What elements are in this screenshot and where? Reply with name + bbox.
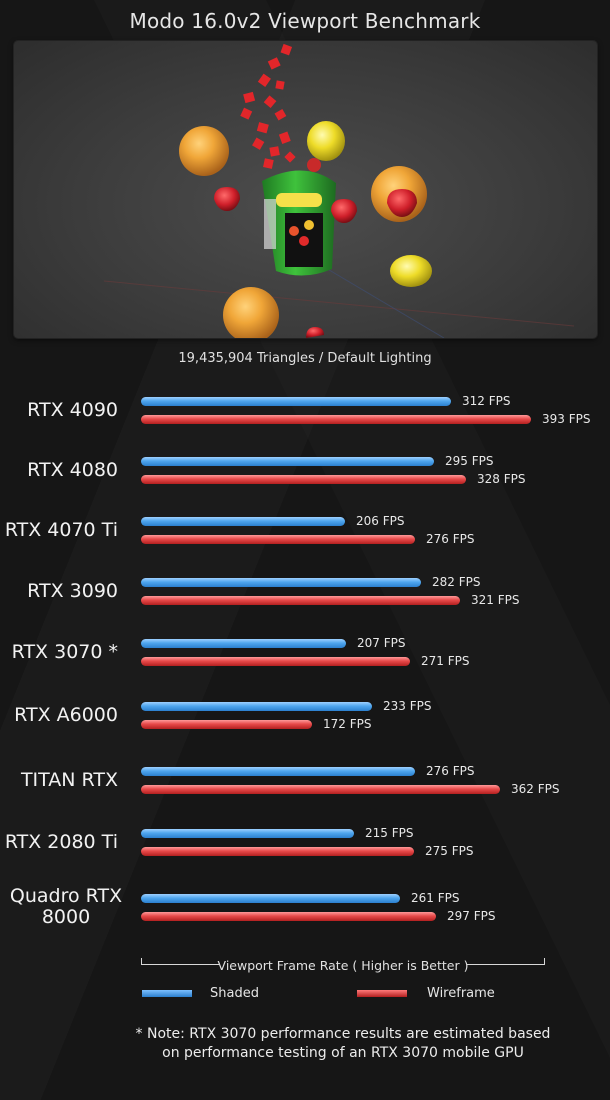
gpu-label: RTX A6000: [14, 704, 118, 726]
value-label-wireframe: 328 FPS: [477, 472, 526, 486]
fruit-scene-illustration: [103, 43, 575, 338]
bar-shaded: [141, 702, 372, 711]
bar-wireframe: [141, 415, 531, 424]
gpu-label: TITAN RTX: [20, 769, 118, 791]
axis-bracket-right-tick: [544, 958, 545, 965]
value-label-wireframe: 275 FPS: [425, 844, 474, 858]
chart-title: Modo 16.0v2 Viewport Benchmark: [129, 9, 481, 33]
legend-label-shaded: Shaded: [210, 986, 259, 1001]
gpu-label: Quadro RTX 8000: [9, 885, 123, 928]
axis-bracket-right: [467, 964, 545, 965]
value-label-shaded: 233 FPS: [383, 699, 432, 713]
value-label-wireframe: 276 FPS: [426, 532, 475, 546]
bar-shaded: [141, 578, 421, 587]
bar-wireframe: [141, 475, 466, 484]
value-label-wireframe: 297 FPS: [447, 909, 496, 923]
bar-wireframe: [141, 785, 500, 794]
bar-wireframe: [141, 847, 414, 856]
bar-shaded: [141, 639, 346, 648]
bar-wireframe: [141, 657, 410, 666]
x-axis-title: Viewport Frame Rate ( Higher is Better ): [217, 958, 469, 973]
viewport-render-image: [14, 41, 597, 338]
gpu-label: RTX 4090: [27, 399, 118, 421]
bar-wireframe: [141, 535, 415, 544]
bar-shaded: [141, 894, 400, 903]
bar-shaded: [141, 457, 434, 466]
legend-swatch-wireframe: [357, 990, 407, 997]
value-label-shaded: 261 FPS: [411, 891, 460, 905]
legend-swatch-shaded: [142, 990, 192, 997]
bar-shaded: [141, 829, 354, 838]
value-label-shaded: 206 FPS: [356, 514, 405, 528]
footnote-line-1: * Note: RTX 3070 performance results are…: [135, 1026, 551, 1042]
value-label-wireframe: 393 FPS: [542, 412, 591, 426]
value-label-shaded: 295 FPS: [445, 454, 494, 468]
chart-subtitle: 19,435,904 Triangles / Default Lighting: [178, 351, 432, 366]
value-label-shaded: 207 FPS: [357, 636, 406, 650]
gpu-label: RTX 3070 *: [11, 641, 118, 663]
value-label-wireframe: 271 FPS: [421, 654, 470, 668]
bar-shaded: [141, 517, 345, 526]
bar-wireframe: [141, 596, 460, 605]
footnote: * Note: RTX 3070 performance results are…: [0, 1025, 610, 1063]
value-label-shaded: 312 FPS: [462, 394, 511, 408]
gpu-label: RTX 3090: [27, 580, 118, 602]
bar-wireframe: [141, 720, 312, 729]
bar-shaded: [141, 397, 451, 406]
value-label-shaded: 276 FPS: [426, 764, 475, 778]
legend-label-wireframe: Wireframe: [427, 986, 495, 1001]
axis-bracket-left: [141, 964, 219, 965]
bar-shaded: [141, 767, 415, 776]
axis-bracket-left-tick: [141, 958, 142, 965]
value-label-wireframe: 321 FPS: [471, 593, 520, 607]
value-label-wireframe: 172 FPS: [323, 717, 372, 731]
gpu-label: RTX 2080 Ti: [4, 831, 118, 853]
value-label-shaded: 282 FPS: [432, 575, 481, 589]
gpu-label: RTX 4070 Ti: [4, 519, 118, 541]
value-label-wireframe: 362 FPS: [511, 782, 560, 796]
gpu-label: RTX 4080: [27, 459, 118, 481]
footnote-line-2: on performance testing of an RTX 3070 mo…: [162, 1045, 524, 1061]
value-label-shaded: 215 FPS: [365, 826, 414, 840]
bar-wireframe: [141, 912, 436, 921]
